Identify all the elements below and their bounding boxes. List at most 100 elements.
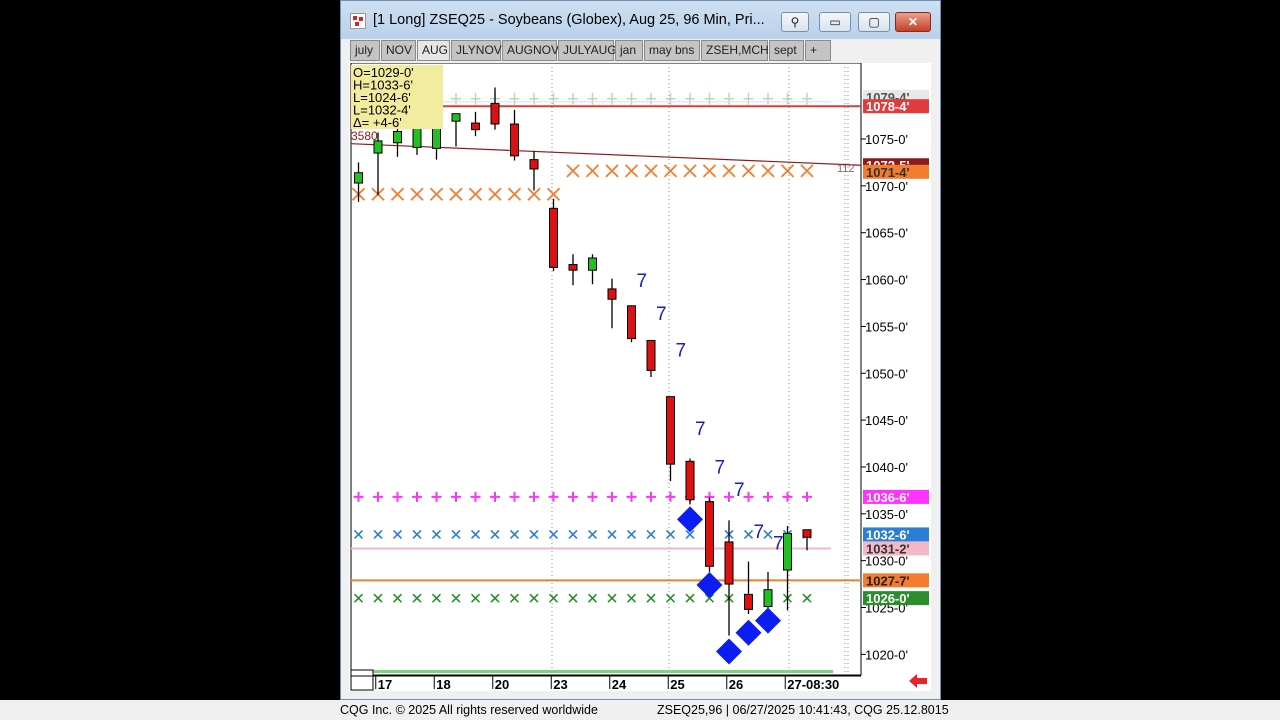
tab-add-button[interactable]: + xyxy=(805,40,831,61)
price-chart[interactable]: 1075-0' 1070-0' 1065-0' 1060-0' 1055-0' 1050-… xyxy=(349,62,931,692)
tab-zseh-mch[interactable]: ZSEH,MCH xyxy=(701,40,769,61)
x-tick-label: 17 xyxy=(378,677,392,691)
y-tick-label: 1050-0' xyxy=(865,366,908,381)
candle-body[interactable] xyxy=(646,339,656,371)
orange-x-mark xyxy=(546,187,561,201)
price-label-box xyxy=(863,541,929,556)
signal-diamond xyxy=(716,638,742,665)
magenta-plus-mark xyxy=(568,491,578,502)
x-level-mark xyxy=(802,593,812,603)
x-level-mark xyxy=(646,529,656,539)
price-label: 1071-4' xyxy=(866,165,910,180)
tab-july[interactable]: july xyxy=(350,40,380,61)
scroll-right-arrow-icon[interactable] xyxy=(909,674,927,688)
candle-body[interactable] xyxy=(373,140,383,154)
orange-x-mark xyxy=(429,187,444,201)
title-bar[interactable]: [1 Long] ZSEQ25 - Soybeans (Globex), Aug… xyxy=(341,1,940,39)
x-level-mark xyxy=(665,593,676,603)
x-level-mark xyxy=(412,593,422,603)
tab-nov[interactable]: NOV xyxy=(381,40,416,61)
tab-aug[interactable]: AUG xyxy=(417,40,450,61)
x-level-mark xyxy=(743,529,754,539)
x-level-mark xyxy=(665,529,676,539)
candle-body[interactable] xyxy=(393,131,402,144)
candle-body[interactable] xyxy=(490,102,500,125)
candle-body[interactable] xyxy=(763,589,773,608)
tab-jan[interactable]: jan xyxy=(615,40,643,61)
candle-body[interactable] xyxy=(724,541,734,585)
minimize-button[interactable]: ▭ xyxy=(819,12,851,32)
x-level-mark xyxy=(490,593,500,603)
x-level-mark xyxy=(373,529,383,539)
candle-body[interactable] xyxy=(744,593,753,610)
magenta-plus-mark xyxy=(451,491,461,502)
candle-body[interactable] xyxy=(666,396,675,465)
orange-x-mark xyxy=(663,164,678,178)
price-label: 1078-4' xyxy=(866,99,910,114)
tab-sept[interactable]: sept xyxy=(769,40,804,61)
y-tick-label: 1035-0' xyxy=(865,507,908,522)
candle-body[interactable] xyxy=(705,501,714,567)
x-tick-label: 20 xyxy=(495,677,509,691)
close-button[interactable]: ✕ xyxy=(895,12,931,32)
tab-augnov[interactable]: AUGNOV xyxy=(502,40,559,61)
y-tick-label: 1065-0' xyxy=(865,226,908,241)
magenta-plus-mark xyxy=(392,491,403,502)
candle-body[interactable] xyxy=(451,113,461,122)
tab-may-bns[interactable]: may bns xyxy=(644,40,700,61)
candle-body[interactable] xyxy=(685,460,695,501)
td-count-label: 7 xyxy=(656,304,667,325)
price-label-box xyxy=(863,489,929,504)
candle-body[interactable] xyxy=(471,122,480,131)
candle-body[interactable] xyxy=(783,532,792,571)
price-label: 1031-2' xyxy=(866,541,910,556)
candle-body[interactable] xyxy=(432,127,441,149)
link-icon[interactable]: ⚲ xyxy=(781,12,809,32)
copyright-text: CQG Inc. © 2025 All rights reserved worl… xyxy=(340,703,598,717)
gray-plus-mark xyxy=(587,92,598,105)
x-level-mark xyxy=(587,529,598,539)
orange-x-mark xyxy=(722,164,736,178)
signal-diamond xyxy=(696,572,723,599)
x-level-mark xyxy=(470,593,481,603)
x-level-mark xyxy=(412,529,422,539)
candle-body[interactable] xyxy=(588,257,597,271)
ohlc-last: L=1032-4' xyxy=(353,103,411,118)
gray-plus-mark xyxy=(451,92,461,105)
candle-body[interactable] xyxy=(354,172,363,184)
gray-plus-mark xyxy=(665,92,676,105)
candle-body[interactable] xyxy=(568,264,578,271)
orange-x-mark xyxy=(644,164,658,178)
orange-x-mark xyxy=(702,164,717,178)
candle-body[interactable] xyxy=(802,529,812,538)
candle-body[interactable] xyxy=(607,288,617,300)
candle-body[interactable] xyxy=(510,123,519,157)
gray-plus-mark xyxy=(782,92,793,105)
price-label: 1026-0' xyxy=(866,591,910,606)
candle-body[interactable] xyxy=(627,305,636,340)
orange-x-mark xyxy=(410,187,424,201)
gray-plus-mark xyxy=(568,92,578,105)
chart-area[interactable]: 1075-0' 1070-0' 1065-0' 1060-0' 1055-0' 1050-… xyxy=(349,62,931,692)
x-tick-label: 25 xyxy=(670,677,684,691)
x-level-mark xyxy=(392,593,403,603)
time-scroll-bar[interactable] xyxy=(373,670,833,673)
x-level-mark xyxy=(509,593,520,603)
price-label: 1032-6' xyxy=(866,527,910,542)
magenta-plus-mark xyxy=(353,491,364,502)
x-level-mark xyxy=(470,529,481,539)
price-label-box xyxy=(863,573,929,588)
x-level-mark xyxy=(392,529,403,539)
candle-body[interactable] xyxy=(529,159,539,170)
tab-jlynov[interactable]: JLYNOV xyxy=(451,40,502,61)
x-level-mark xyxy=(548,529,559,539)
candle-body[interactable] xyxy=(549,207,558,268)
orange-x-mark xyxy=(585,164,600,178)
maximize-button[interactable]: ▢ xyxy=(858,12,890,32)
x-axis-box[interactable] xyxy=(350,669,374,691)
orange-x-mark xyxy=(605,164,619,178)
orange-x-mark xyxy=(624,164,639,178)
tab-julyaug[interactable]: JULYAUG xyxy=(558,40,617,61)
x-level-mark xyxy=(607,593,617,603)
ohlc-l: L=1024-6' xyxy=(353,90,411,105)
